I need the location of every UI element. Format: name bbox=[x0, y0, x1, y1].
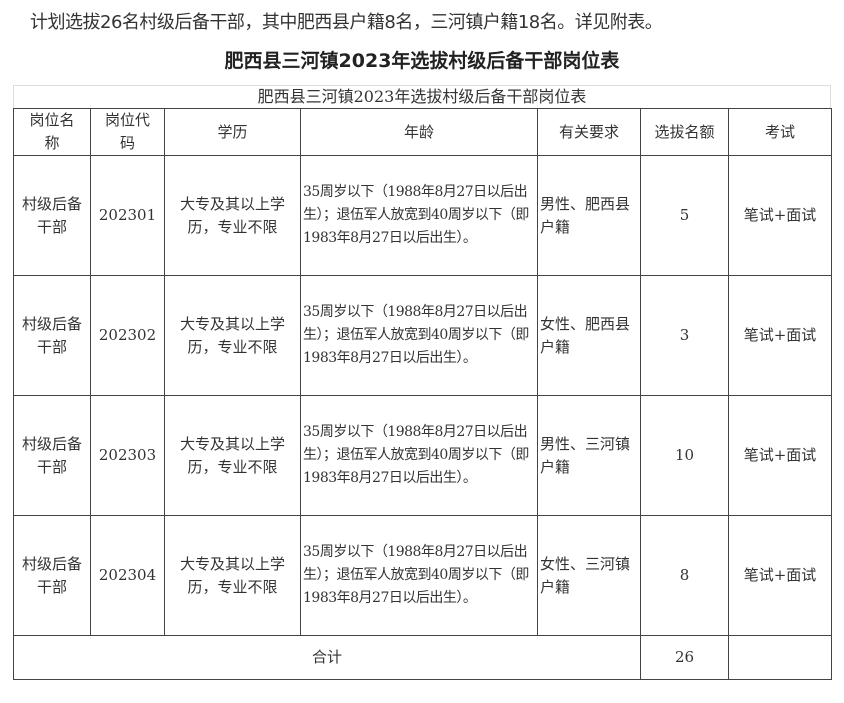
exam-type: 笔试+面试 bbox=[728, 275, 832, 396]
position-code: 202301 bbox=[90, 155, 165, 276]
total-empty bbox=[728, 635, 832, 680]
header-education: 学历 bbox=[164, 108, 301, 156]
quota: 10 bbox=[640, 395, 729, 516]
position-table-container: 肥西县三河镇2023年选拔村级后备干部岗位表 岗位名称 岗位代码 学历 年龄 有… bbox=[13, 85, 832, 680]
requirements: 男性、肥西县户籍 bbox=[537, 155, 641, 276]
requirements: 男性、三河镇户籍 bbox=[537, 395, 641, 516]
table-row: 村级后备干部 202301 大专及其以上学历，专业不限 35周岁以下（1988年8月2… bbox=[13, 155, 832, 276]
total-row: 合计 26 bbox=[13, 635, 832, 680]
position-code: 202302 bbox=[90, 275, 165, 396]
position-name: 村级后备干部 bbox=[13, 155, 91, 276]
quota: 5 bbox=[640, 155, 729, 276]
header-name: 岗位名称 bbox=[13, 108, 91, 156]
table-row: 村级后备干部 202302 大专及其以上学历，专业不限 35周岁以下（1988年8月2… bbox=[13, 275, 832, 396]
table-caption: 肥西县三河镇2023年选拔村级后备干部岗位表 bbox=[13, 85, 831, 108]
table-row: 村级后备干部 202304 大专及其以上学历，专业不限 35周岁以下（1988年8月2… bbox=[13, 515, 832, 636]
total-label: 合计 bbox=[13, 635, 641, 680]
position-name: 村级后备干部 bbox=[13, 275, 91, 396]
age-requirement: 35周岁以下（1988年8月27日以后出生）；退伍军人放宽到40周岁以下（即19… bbox=[300, 515, 538, 636]
position-code: 202304 bbox=[90, 515, 165, 636]
header-quota: 选拔名额 bbox=[640, 108, 729, 156]
position-name: 村级后备干部 bbox=[13, 515, 91, 636]
position-table: 岗位名称 岗位代码 学历 年龄 有关要求 选拔名额 考试 村级后备干部 20230… bbox=[13, 108, 832, 680]
header-row: 岗位名称 岗位代码 学历 年龄 有关要求 选拔名额 考试 bbox=[13, 108, 832, 156]
header-exam: 考试 bbox=[728, 108, 832, 156]
header-age: 年龄 bbox=[300, 108, 538, 156]
education: 大专及其以上学历，专业不限 bbox=[164, 155, 301, 276]
intro-text: 计划选拔26名村级后备干部，其中肥西县户籍8名，三河镇户籍18名。详见附表。 bbox=[30, 12, 663, 33]
age-requirement: 35周岁以下（1988年8月27日以后出生）；退伍军人放宽到40周岁以下（即19… bbox=[300, 395, 538, 516]
exam-type: 笔试+面试 bbox=[728, 155, 832, 276]
page-title: 肥西县三河镇2023年选拔村级后备干部岗位表 bbox=[224, 50, 620, 72]
exam-type: 笔试+面试 bbox=[728, 515, 832, 636]
age-requirement: 35周岁以下（1988年8月27日以后出生）；退伍军人放宽到40周岁以下（即19… bbox=[300, 275, 538, 396]
table-row: 村级后备干部 202303 大专及其以上学历，专业不限 35周岁以下（1988年8月2… bbox=[13, 395, 832, 516]
quota: 8 bbox=[640, 515, 729, 636]
total-value: 26 bbox=[640, 635, 729, 680]
position-code: 202303 bbox=[90, 395, 165, 516]
header-requirements: 有关要求 bbox=[537, 108, 641, 156]
education: 大专及其以上学历，专业不限 bbox=[164, 515, 301, 636]
education: 大专及其以上学历，专业不限 bbox=[164, 395, 301, 516]
age-requirement: 35周岁以下（1988年8月27日以后出生）；退伍军人放宽到40周岁以下（即19… bbox=[300, 155, 538, 276]
position-name: 村级后备干部 bbox=[13, 395, 91, 516]
requirements: 女性、三河镇户籍 bbox=[537, 515, 641, 636]
quota: 3 bbox=[640, 275, 729, 396]
header-code: 岗位代码 bbox=[90, 108, 165, 156]
requirements: 女性、肥西县户籍 bbox=[537, 275, 641, 396]
education: 大专及其以上学历，专业不限 bbox=[164, 275, 301, 396]
exam-type: 笔试+面试 bbox=[728, 395, 832, 516]
